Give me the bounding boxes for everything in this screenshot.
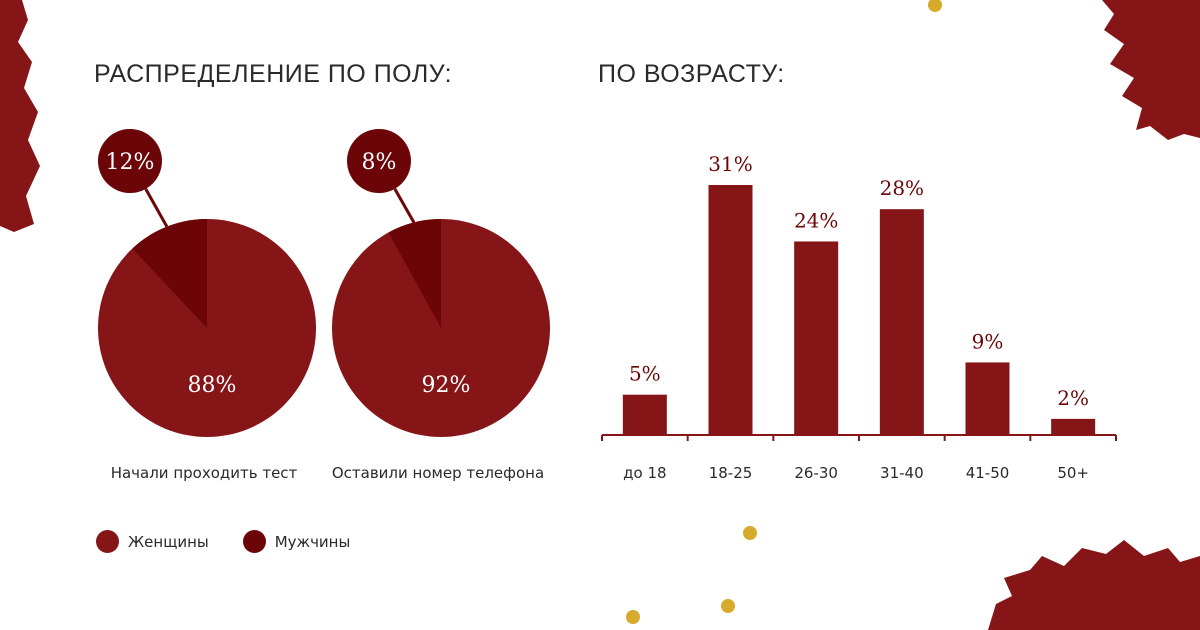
legend: Женщины Мужчины (96, 530, 384, 553)
callout-label-men: 12% (106, 150, 155, 175)
bar (622, 394, 667, 435)
callout-label-men: 8% (362, 150, 397, 175)
x-tick-label: 50+ (1057, 464, 1089, 482)
bar-value-label: 2% (1057, 386, 1089, 410)
top-right-paint-stroke (1102, 0, 1200, 140)
callout-bubble (98, 129, 162, 193)
gold-dot (743, 526, 757, 540)
callout-bubble (347, 129, 411, 193)
x-tick-label: до 18 (623, 464, 666, 482)
bar-value-label: 28% (880, 176, 924, 200)
gender-heading: РАСПРЕДЕЛЕНИЕ ПО ПОЛУ: (94, 60, 453, 88)
legend-item-women: Женщины (96, 530, 209, 553)
bar (794, 241, 839, 435)
gold-dot (721, 599, 735, 613)
legend-item-men: Мужчины (242, 530, 351, 553)
pie-slice-men (132, 219, 207, 328)
bar (965, 362, 1010, 435)
bottom-right-paint-stroke (988, 540, 1200, 630)
x-tick-label: 26-30 (794, 464, 838, 482)
age-heading: ПО ВОЗРАСТУ: (598, 60, 785, 88)
bar (879, 209, 924, 435)
legend-label-men: Мужчины (274, 532, 351, 551)
bar (1051, 418, 1096, 435)
bar-value-label: 24% (794, 208, 838, 232)
callout-connector (144, 188, 169, 228)
x-tick-label: 41-50 (966, 464, 1010, 482)
legend-label-women: Женщины (128, 532, 209, 551)
x-tick-label: 31-40 (880, 464, 924, 482)
bar (708, 185, 753, 435)
bar-value-label: 9% (972, 329, 1004, 353)
top-left-paint-stroke (0, 0, 40, 232)
x-tick-label: 18-25 (709, 464, 753, 482)
gold-dot (626, 610, 640, 624)
pie-label-women: 88% (188, 373, 237, 398)
pie-title: Оставили номер телефона (332, 464, 544, 482)
gold-dot (928, 0, 942, 12)
pie-slice-men (388, 219, 441, 328)
legend-swatch-women (96, 530, 119, 553)
legend-swatch-men (242, 530, 266, 553)
pie-title: Начали проходить тест (111, 464, 298, 482)
bar-value-label: 31% (708, 152, 752, 176)
pie-label-women: 92% (422, 373, 471, 398)
callout-connector (393, 188, 416, 224)
bar-value-label: 5% (629, 362, 661, 386)
